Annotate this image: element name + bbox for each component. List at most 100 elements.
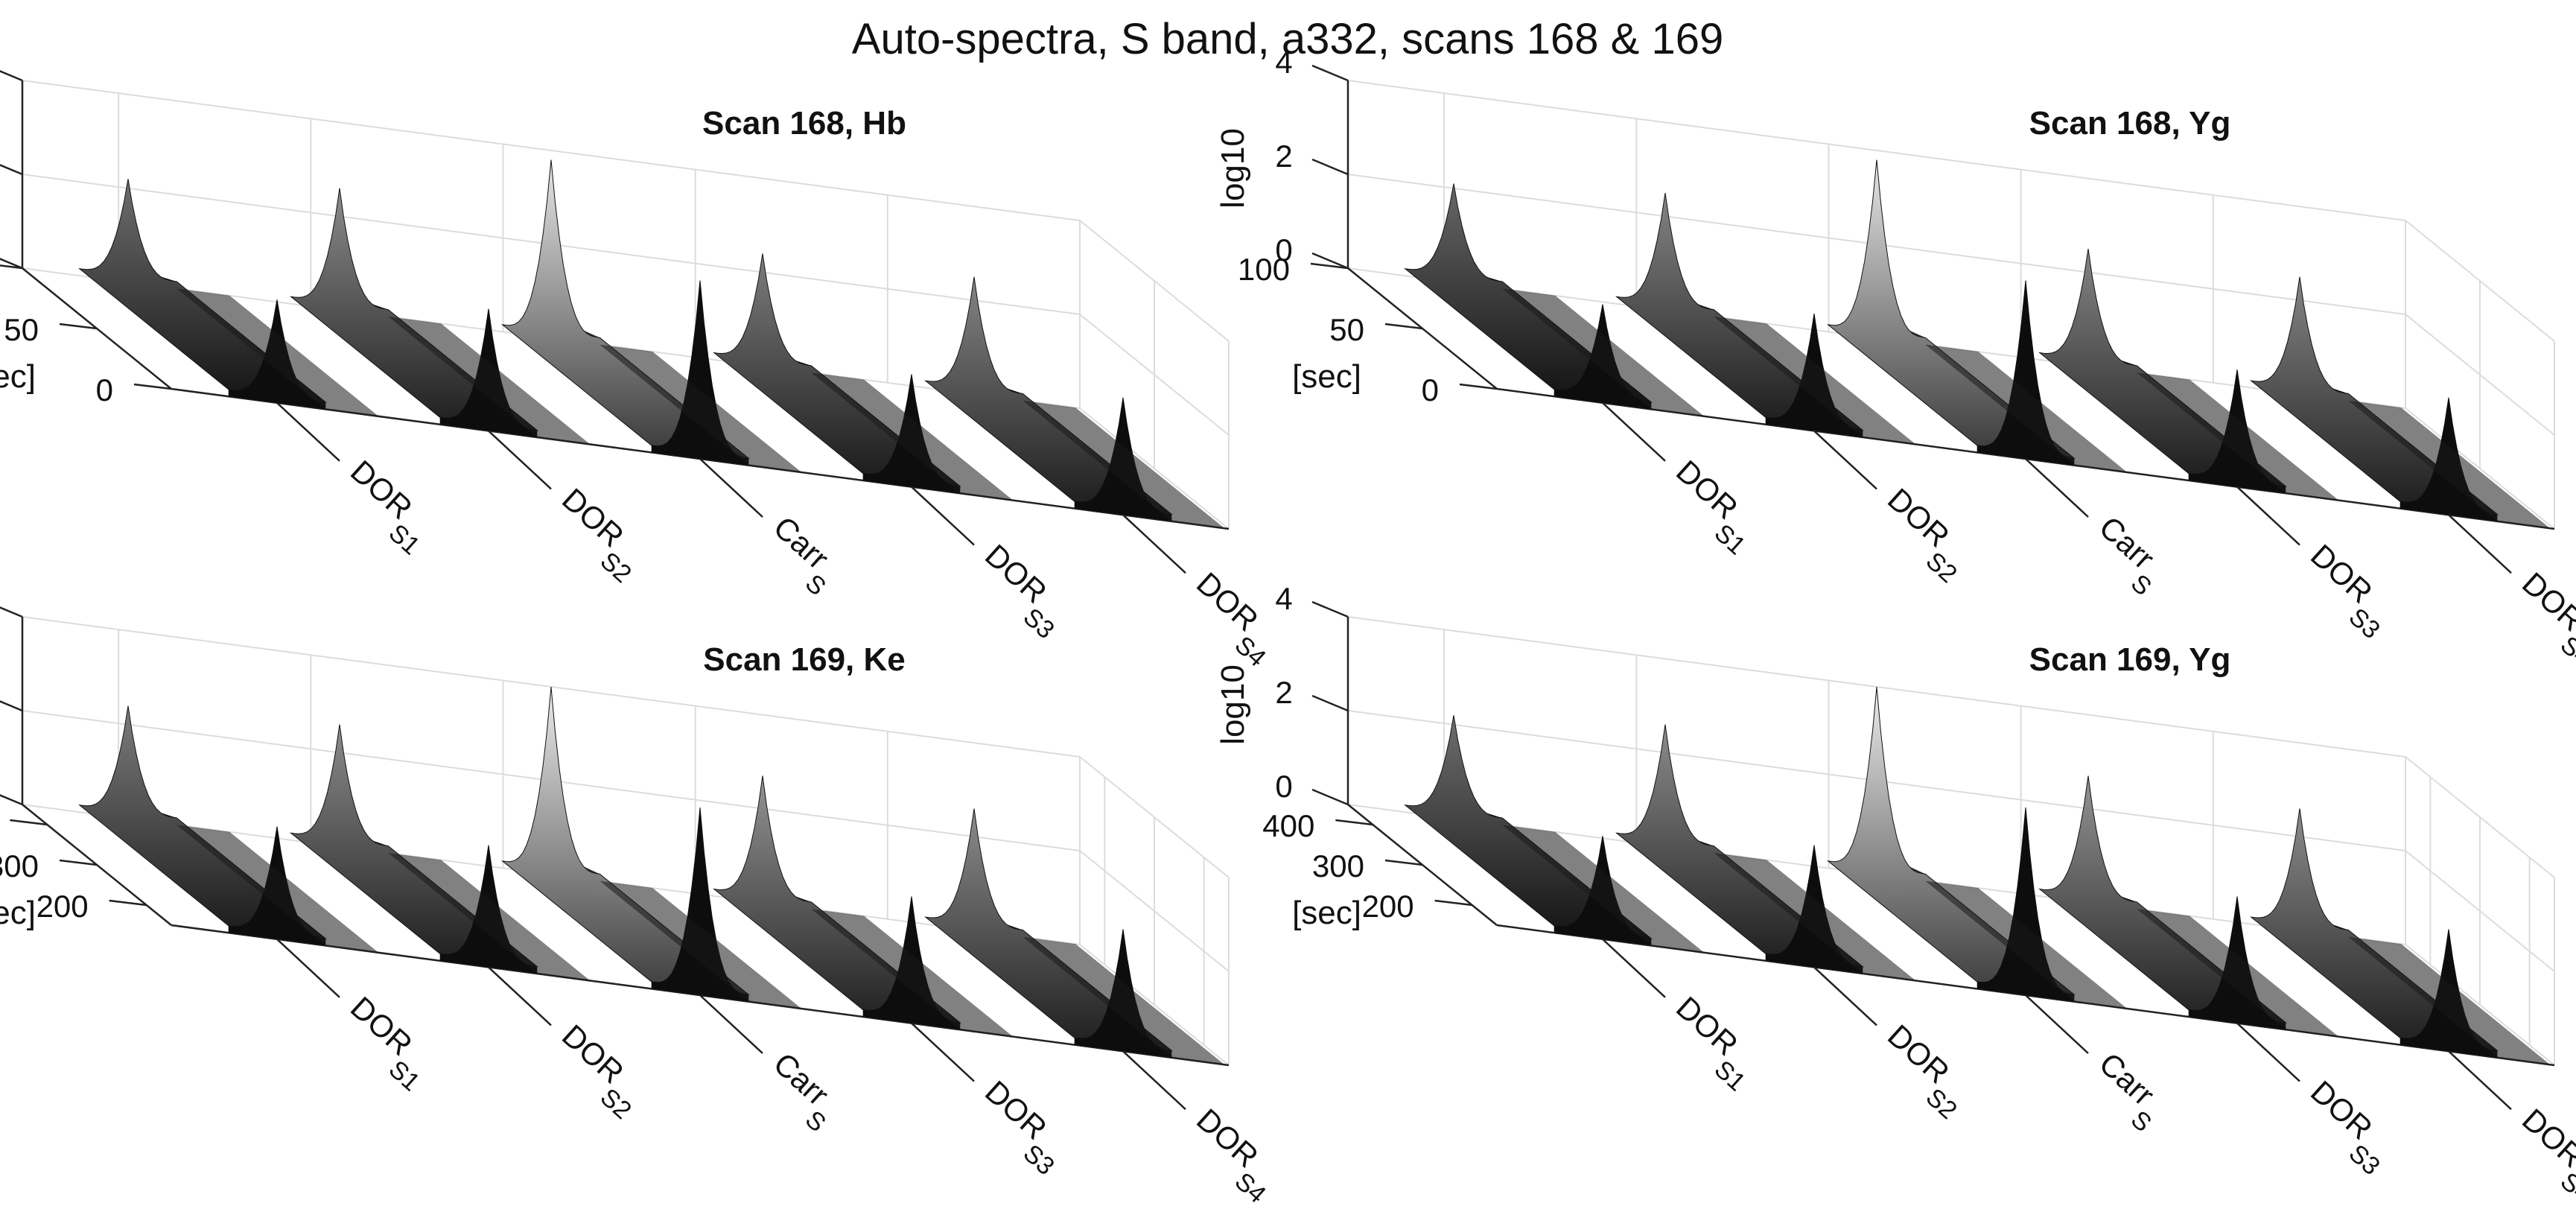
y-tick-label: 0 <box>96 372 113 407</box>
x-tick-mark <box>1813 966 1877 1026</box>
surface-ridges <box>78 159 1225 529</box>
surface-panel-4: Scan 169, Yg 0 2 4 log10 200 300 400 [sec] DORS1 D… <box>1215 581 2576 1209</box>
noise-floor <box>1714 853 1916 981</box>
panel-title: Scan 169, Yg <box>2029 641 2231 678</box>
z-tick-label: 4 <box>1275 45 1292 80</box>
y-axis-label: [sec] <box>0 358 36 395</box>
x-tick-mark <box>1602 938 1666 998</box>
x-tick-label: DORS1 <box>1657 454 1767 561</box>
x-tick-mark <box>2236 486 2300 546</box>
z-tick-label: 0 <box>1275 769 1292 804</box>
x-tick-label: DORS2 <box>543 481 653 588</box>
y-tick-label: 400 <box>1262 808 1314 843</box>
x-tick-label: DORS2 <box>1869 1018 1979 1125</box>
y-tick-label: 300 <box>0 848 39 883</box>
x-tick-label: CarrS <box>2080 1046 2174 1137</box>
x-tick-mark <box>276 938 340 998</box>
noise-floor <box>176 288 379 416</box>
z-tick-label: 2 <box>1275 139 1292 174</box>
x-tick-mark <box>911 1022 975 1082</box>
x-tick-label: DORS4 <box>1177 565 1288 673</box>
noise-floor <box>1502 825 1705 953</box>
x-tick-label: DORS2 <box>1869 481 1979 588</box>
noise-floor <box>176 825 379 953</box>
noise-floor <box>388 317 591 445</box>
surface-ridges <box>1404 159 2551 529</box>
z-axis-label: log10 <box>1215 128 1251 209</box>
x-tick-label: CarrS <box>2080 510 2174 601</box>
noise-floor <box>2137 372 2339 501</box>
x-tick-mark <box>2236 1022 2300 1082</box>
noise-floor <box>1925 880 2128 1009</box>
noise-floor <box>600 344 802 472</box>
surface-panel-2: Scan 168, Yg 0 2 4 log10 0 50 100 [sec] DORS1 DORS… <box>1215 45 2576 673</box>
x-tick-label: DORS4 <box>1177 1102 1288 1209</box>
x-tick-mark <box>2025 994 2089 1054</box>
noise-floor <box>388 853 591 981</box>
y-tick-label: 200 <box>1362 889 1414 924</box>
x-tick-mark <box>699 458 763 518</box>
z-tick-label: 4 <box>1275 581 1292 616</box>
x-tick-label: DORS1 <box>331 990 442 1097</box>
noise-floor <box>2348 400 2551 529</box>
y-axis-label: [sec] <box>1292 895 1361 931</box>
x-tick-label: DORS3 <box>966 537 1076 644</box>
x-tick-mark <box>1122 1050 1186 1111</box>
ridge-front <box>651 807 749 1002</box>
x-ticks: DORS1 DORS2 CarrS DORS3 DORS4 <box>276 938 1288 1209</box>
ridge-front <box>1976 807 2075 1002</box>
x-tick-label: DORS1 <box>331 454 442 561</box>
x-tick-label: DORS1 <box>1657 990 1767 1097</box>
noise-floor <box>1023 400 1225 529</box>
x-tick-mark <box>276 402 340 462</box>
figure-title: Auto-spectra, S band, a332, scans 168 & … <box>852 15 1723 63</box>
x-tick-label: DORS3 <box>966 1073 1076 1181</box>
z-tick-label: 2 <box>1275 675 1292 710</box>
y-tick-label: 100 <box>1238 252 1290 287</box>
x-tick-mark <box>488 430 552 490</box>
ridge-front <box>1976 280 2075 466</box>
x-tick-mark <box>1122 514 1186 574</box>
z-axis-label: log10 <box>1215 664 1251 745</box>
x-tick-mark <box>1602 402 1666 462</box>
x-tick-mark <box>2448 514 2512 574</box>
noise-floor <box>2137 909 2339 1037</box>
x-tick-label: CarrS <box>754 1046 848 1137</box>
noise-floor <box>1023 936 1225 1065</box>
x-tick-mark <box>1813 430 1877 490</box>
surface-ridges <box>78 686 1225 1065</box>
x-tick-mark <box>911 486 975 546</box>
y-tick-label: 0 <box>1422 372 1439 407</box>
y-tick-label: 50 <box>4 312 39 347</box>
surface-ridges <box>1404 686 2551 1065</box>
noise-floor <box>1925 344 2128 472</box>
x-tick-label: CarrS <box>754 510 848 601</box>
panel-title: Scan 168, Yg <box>2029 105 2231 142</box>
y-tick-label: 200 <box>36 889 89 924</box>
x-tick-mark <box>2448 1050 2512 1111</box>
x-tick-label: DORS4 <box>2503 565 2576 673</box>
x-tick-label: DORS3 <box>2292 1073 2402 1181</box>
x-tick-label: DORS2 <box>543 1018 653 1125</box>
x-tick-mark <box>2025 458 2089 518</box>
panel-title: Scan 168, Hb <box>702 105 906 142</box>
surface-panel-3: Scan 169, Ke024log10200300400[sec]DORS1D… <box>0 606 1288 1209</box>
z-tick-label: 0 <box>1275 232 1292 267</box>
noise-floor <box>2348 936 2551 1065</box>
panel-title: Scan 169, Ke <box>703 641 906 678</box>
x-ticks: DORS1 DORS2 CarrS DORS3 DORS4 <box>276 402 1288 673</box>
noise-floor <box>600 880 802 1009</box>
y-axis-label: [sec] <box>1292 358 1361 395</box>
noise-floor <box>1714 317 1916 445</box>
noise-floor <box>811 372 1014 501</box>
x-tick-mark <box>488 966 552 1026</box>
noise-floor <box>811 909 1014 1037</box>
surface-panel-1: Scan 168, Hb024log10050100[sec]DORS1DORS… <box>0 70 1288 673</box>
y-tick-label: 300 <box>1312 848 1364 883</box>
x-tick-label: DORS3 <box>2292 537 2402 644</box>
noise-floor <box>1502 288 1705 416</box>
y-tick-label: 50 <box>1329 312 1364 347</box>
x-tick-label: DORS4 <box>2503 1102 2576 1209</box>
y-axis-label: [sec] <box>0 895 36 931</box>
